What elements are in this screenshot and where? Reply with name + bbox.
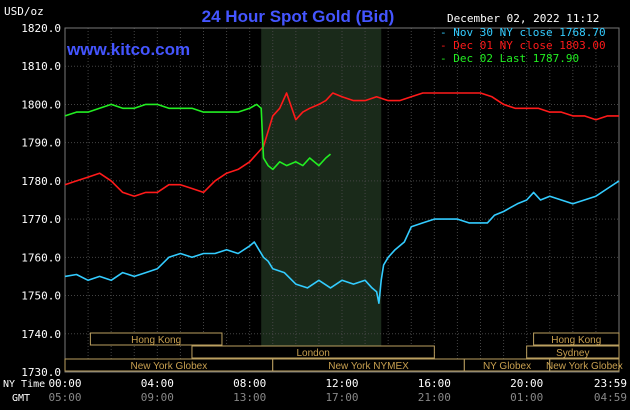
chart-title: 24 Hour Spot Gold (Bid) <box>202 7 395 26</box>
y-tick-label: 1800.0 <box>21 98 61 111</box>
ny-time-row-label: NY Time <box>3 379 45 390</box>
y-tick-label: 1810.0 <box>21 60 61 73</box>
x-tick-label-gmt: 21:00 <box>418 391 451 404</box>
x-tick-label-ny: 23:59 <box>594 377 627 390</box>
legend-item: - Dec 01 NY close 1803.00 <box>440 39 606 52</box>
y-tick-label: 1770.0 <box>21 213 61 226</box>
session-bar <box>89 332 223 346</box>
x-tick-label-gmt: 17:00 <box>325 391 358 404</box>
session-bar <box>533 332 620 346</box>
session-label: NY Globex <box>483 361 531 372</box>
timestamp-label: December 02, 2022 11:12 <box>447 12 599 25</box>
kitco-url: www.kitco.com <box>66 40 190 59</box>
legend: - Nov 30 NY close 1768.70- Dec 01 NY clo… <box>440 26 606 65</box>
x-tick-label-ny: 08:00 <box>233 377 266 390</box>
plot-border <box>64 27 620 373</box>
legend-item: - Nov 30 NY close 1768.70 <box>440 26 606 39</box>
series-line-dec-02 <box>64 103 332 171</box>
y-tick-label: 1760.0 <box>21 251 61 264</box>
session-bar <box>549 358 620 372</box>
session-label: New York Globex <box>131 361 208 372</box>
x-tick-label-gmt: 01:00 <box>510 391 543 404</box>
session-bar <box>526 345 620 359</box>
y-tick-label: 1780.0 <box>21 175 61 188</box>
x-tick-label-gmt: 13:00 <box>233 391 266 404</box>
shaded-session-region <box>261 28 382 372</box>
price-series <box>64 92 620 305</box>
y-tick-label: 1820.0 <box>21 22 61 35</box>
x-tick-label-ny: 20:00 <box>510 377 543 390</box>
session-label: New York NYMEX <box>328 361 409 372</box>
x-tick-label-ny: 16:00 <box>418 377 451 390</box>
gmt-row-label: GMT <box>12 393 30 404</box>
session-label: Hong Kong <box>131 335 181 346</box>
session-label: London <box>296 348 329 359</box>
session-label: New York Globex <box>546 361 623 372</box>
y-tick-label: 1790.0 <box>21 137 61 150</box>
chart-grid <box>64 27 620 373</box>
x-tick-label-ny: 12:00 <box>325 377 358 390</box>
session-bar <box>191 345 435 359</box>
y-tick-labels: 1730.0 1740.0 1750.0 1760.0 1770.0 1780.0 1790… <box>21 22 61 379</box>
x-tick-label-gmt: 05:00 <box>48 391 81 404</box>
series-line-dec-01 <box>64 92 619 197</box>
series-line-nov-30 <box>64 180 620 305</box>
session-label: Sydney <box>556 348 589 359</box>
y-tick-label: 1740.0 <box>21 328 61 341</box>
y-tick-label: 1750.0 <box>21 290 61 303</box>
y-tick-label: 1730.0 <box>21 366 61 379</box>
legend-item: - Dec 02 Last 1787.90 <box>440 52 579 65</box>
x-tick-label-gmt: 04:59 <box>594 391 627 404</box>
market-sessions: Hong Kong London New York Globex New York N… <box>64 332 623 372</box>
x-tick-label-ny: 00:00 <box>48 377 81 390</box>
x-tick-label-gmt: 09:00 <box>141 391 174 404</box>
y-axis-unit: USD/oz <box>4 5 44 18</box>
session-label: Hong Kong <box>551 335 601 346</box>
x-tick-label-ny: 04:00 <box>141 377 174 390</box>
